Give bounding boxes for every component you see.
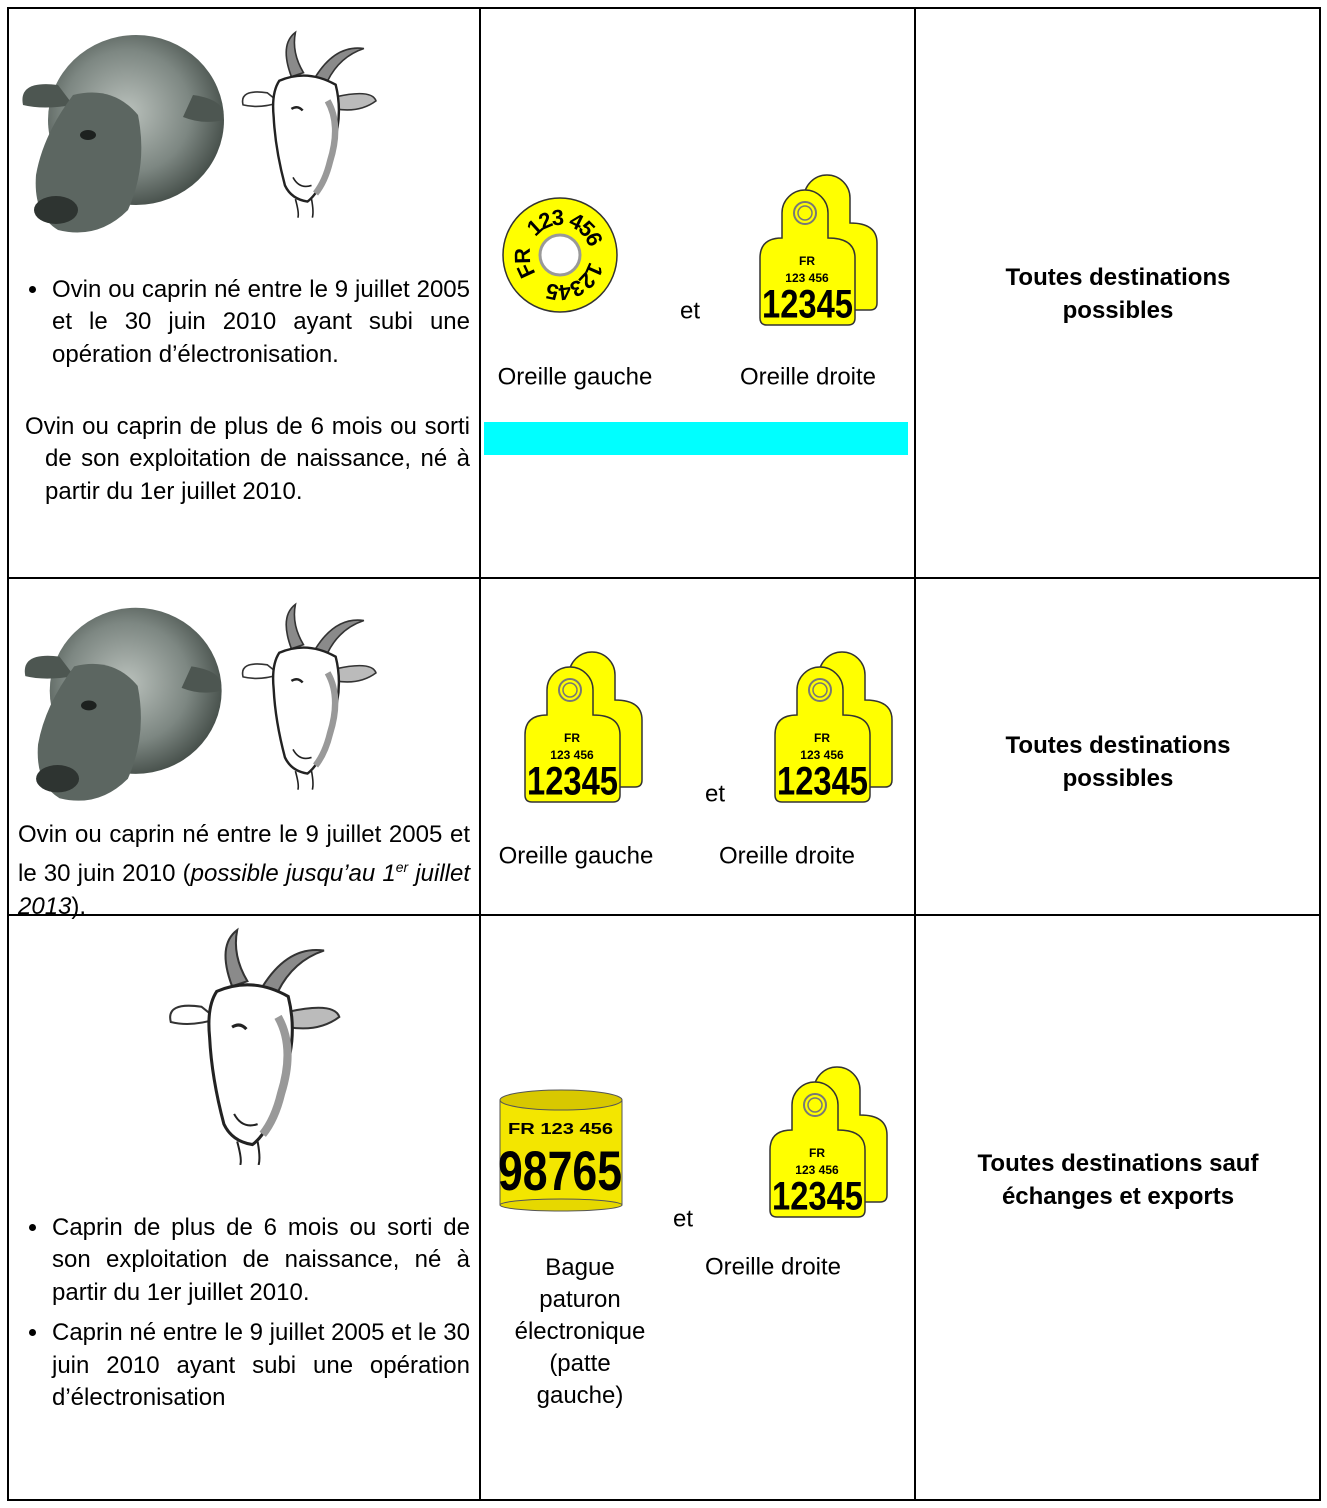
description-list: Ovin ou caprin né entre le 9 juillet 200… (30, 274, 470, 371)
ear-tag-front (769, 1081, 866, 1218)
ear-tag-hole (807, 1097, 823, 1113)
tag-number: 12345 (772, 1175, 863, 1219)
ear-tag-front (524, 666, 621, 803)
tag-country: FR (809, 1146, 825, 1160)
ear-tag-hole (803, 1093, 827, 1117)
goat-image (243, 32, 376, 217)
table-grid (7, 7, 1321, 1501)
description-part: juillet 2013 (18, 860, 471, 920)
ear-tag-hole (812, 682, 828, 698)
description-part: Ovin ou caprin né entre le 9 juillet 200… (18, 821, 470, 888)
tag-number: 12345 (777, 760, 868, 804)
highlight-bar (484, 422, 908, 455)
tag-label: Oreille droite (719, 842, 855, 869)
tag-code: 123 456 (800, 748, 844, 762)
tag-country: FR (799, 254, 815, 268)
ear-tag-hole (793, 201, 817, 225)
ear-tag-hole (797, 205, 813, 221)
tag-code: 123 456 (785, 271, 829, 285)
ring-number: 98765 (498, 1139, 622, 1202)
description-list: Caprin de plus de 6 mois ou sorti de son… (30, 1212, 470, 1414)
tag-number: 12345 (527, 760, 618, 804)
description-part: possible jusqu’au 1 (190, 860, 396, 888)
connector: et (705, 780, 725, 807)
ear-tag-hole (558, 678, 582, 702)
ear-tag-front (774, 666, 871, 803)
destination: Toutes destinations sauf échanges et exp… (977, 1150, 1259, 1210)
tag-label: Oreille gauche (499, 842, 654, 869)
ring-bottom (499, 1198, 623, 1212)
destination: Toutes destinations possibles (1005, 264, 1231, 324)
tag-label: Bague paturon électronique (patte gauche… (514, 1254, 646, 1409)
tag-label: Oreille droite (705, 1253, 841, 1280)
tag-code: 123 456 (795, 1163, 839, 1177)
ring-top (499, 1089, 623, 1111)
ear-tag-hole (808, 678, 832, 702)
ear-tag-hole (562, 682, 578, 698)
goat-image (170, 930, 339, 1165)
tag-code: 123 456 (550, 748, 594, 762)
description: Ovin ou caprin de plus de 6 mois ou sort… (25, 413, 470, 505)
sheep-image (22, 35, 224, 233)
tag-label: Oreille gauche (498, 363, 653, 390)
destination: Toutes destinations possibles (1005, 732, 1231, 792)
round-tag-hole (538, 233, 582, 277)
table-border (7, 7, 1321, 1501)
description: Ovin ou caprin né entre le 9 juillet 200… (18, 819, 470, 923)
tag-label: Oreille droite (740, 363, 876, 390)
description: Ovin ou caprin né entre le 9 juillet 200… (50, 274, 470, 371)
connector: et (680, 297, 700, 324)
goat-image (243, 604, 376, 789)
ring-body (499, 1099, 623, 1206)
connector: et (673, 1205, 693, 1232)
description-part: er (395, 859, 409, 876)
description: Caprin né entre le 9 juillet 2005 et le … (50, 1317, 470, 1414)
tag-number: 12345 (762, 283, 853, 327)
description-part: ). (71, 892, 87, 920)
ring-code: FR 123 456 (508, 1121, 613, 1138)
sheep-image (24, 607, 222, 801)
tag-country: FR (814, 731, 830, 745)
tag-country: FR (564, 731, 580, 745)
description: Caprin de plus de 6 mois ou sorti de son… (50, 1212, 470, 1309)
ear-tag-front (759, 189, 856, 326)
